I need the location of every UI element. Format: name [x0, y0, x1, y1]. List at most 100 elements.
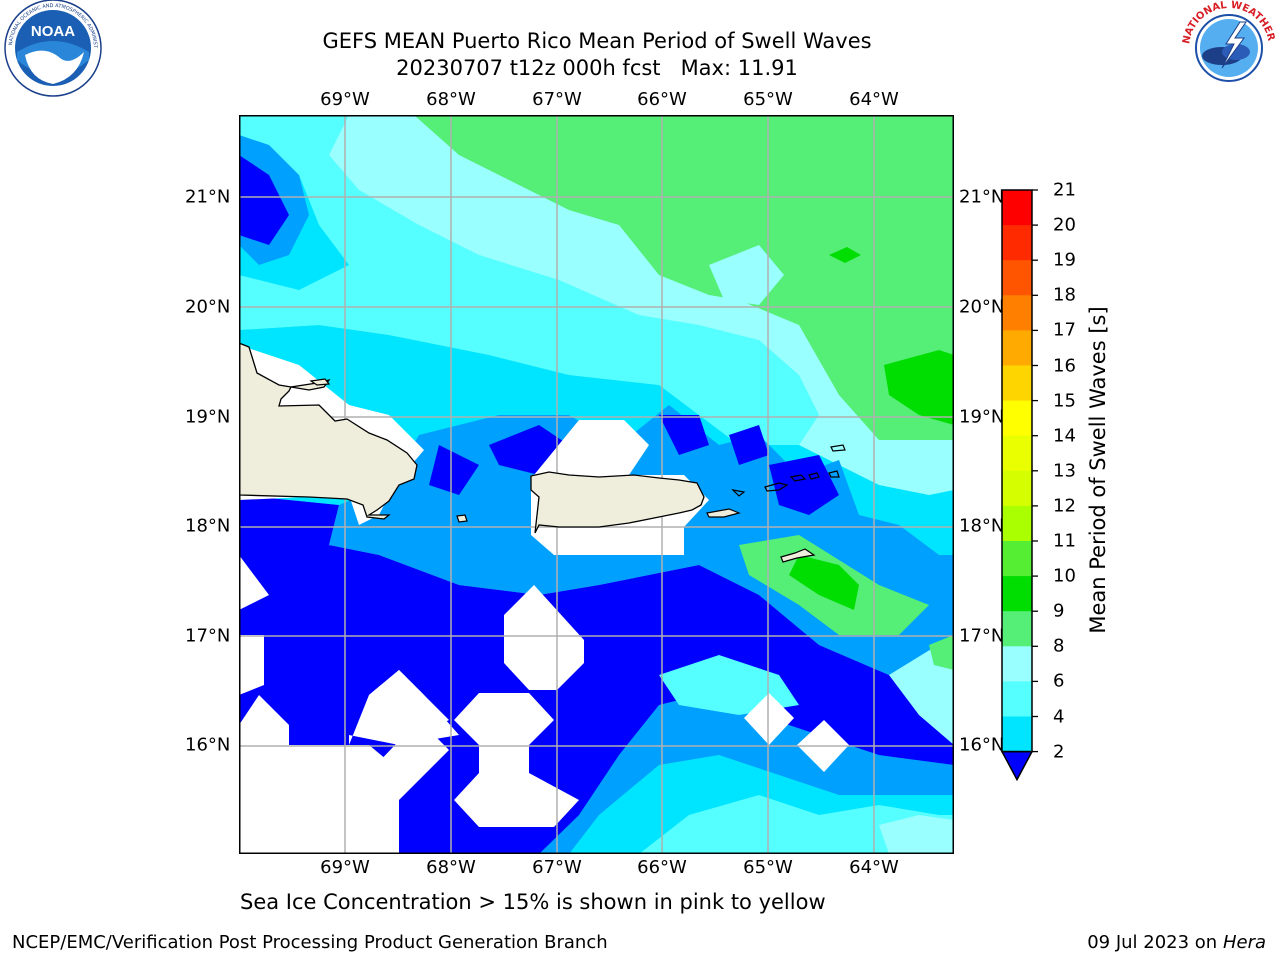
footer-host: Hera [1222, 932, 1266, 953]
colorbar-segment [1002, 225, 1032, 261]
nodata-c2 [371, 720, 449, 800]
colorbar-segment [1002, 400, 1032, 437]
colorbar-tick-label: 15 [1053, 390, 1076, 412]
field-9-10-east [929, 635, 954, 670]
field-0-2-east [769, 455, 839, 515]
colorbar-tick-label: 9 [1053, 600, 1065, 622]
field-8-9-patch [709, 245, 784, 305]
lat-label-right: 19°N [959, 406, 1005, 428]
colorbar-segment [1002, 576, 1032, 612]
colorbar-tick-label: 20 [1053, 214, 1076, 236]
lat-label-right: 18°N [959, 515, 1005, 537]
colorbar-tick-label: 19 [1053, 249, 1076, 271]
colorbar-segment [1002, 646, 1032, 682]
colorbar-tick-label: 14 [1053, 425, 1076, 447]
colorbar-title: Mean Period of Swell Waves [s] [1086, 306, 1110, 634]
land-st-croix [780, 548, 816, 563]
colorbar-tick-label: 13 [1053, 460, 1076, 482]
field-0-2-haiti [429, 445, 479, 495]
colorbar-segment [1002, 611, 1032, 647]
lon-label-top: 66°W [637, 89, 687, 110]
colorbar-segment [1002, 541, 1032, 577]
gridlines [239, 115, 954, 854]
field-6-8-south [639, 795, 954, 854]
nodata-sw4 [239, 745, 399, 854]
nodata-e1 [744, 693, 794, 745]
lon-label-bottom: 67°W [532, 857, 582, 878]
map-title-line1: GEFS MEAN Puerto Rico Mean Period of Swe… [322, 29, 872, 53]
colorbar-tick-label: 18 [1053, 284, 1076, 306]
colorbar [1000, 189, 1038, 782]
map-title-line2: 20230707 t12z 000h fcst Max: 11.91 [396, 56, 798, 80]
field-10-11-patch [884, 350, 954, 425]
lon-label-top: 69°W [320, 89, 370, 110]
field-0-2-northwest [239, 155, 289, 245]
lat-label-left: 17°N [185, 625, 231, 647]
land-vieques [706, 508, 741, 518]
land-puerto-rico [530, 471, 705, 534]
colorbar-segment [1002, 190, 1032, 226]
colorbar-tick-label: 12 [1053, 495, 1076, 517]
swell-period-map [239, 115, 954, 854]
lat-label-right: 20°N [959, 296, 1005, 318]
field-6-8-northwest [239, 115, 819, 445]
colorbar-segment [1002, 470, 1032, 507]
colorbar-tick-label: 8 [1053, 635, 1065, 657]
land-virgin-islands [731, 444, 846, 497]
colorbar-segment [1002, 295, 1032, 331]
lat-label-right: 16°N [959, 734, 1005, 756]
colorbar-segment [1002, 260, 1032, 296]
lon-label-top: 67°W [532, 89, 582, 110]
colorbar-tick-label: 6 [1053, 670, 1065, 692]
lon-label-bottom: 66°W [637, 857, 687, 878]
footer-date: 09 Jul 2023 on Hera [1087, 932, 1266, 953]
sea-ice-note: Sea Ice Concentration > 15% is shown in … [240, 890, 826, 914]
noaa-logo-text: NOAA [31, 23, 75, 40]
colorbar-tick-label: 16 [1053, 355, 1076, 376]
footer-date-text: 09 Jul 2023 on [1087, 932, 1223, 953]
lat-label-right: 17°N [959, 625, 1005, 647]
map-frame [239, 115, 954, 854]
field-10-11-dot [829, 247, 861, 263]
nodata-c4 [504, 585, 584, 690]
colorbar-segment [1002, 365, 1032, 402]
lat-label-left: 19°N [185, 406, 231, 428]
colorbar-segment [1002, 681, 1032, 717]
lon-label-bottom: 68°W [426, 857, 476, 878]
nodata-sw2 [239, 635, 264, 695]
colorbar-tick-label: 11 [1053, 530, 1076, 552]
lon-label-top: 64°W [849, 89, 899, 110]
colorbar-segment [1002, 505, 1032, 542]
colorbar-tick-label: 10 [1053, 565, 1076, 587]
land-hispaniola-island [309, 378, 331, 386]
colorbar-tick-label: 21 [1053, 179, 1076, 201]
lat-label-left: 21°N [185, 186, 231, 208]
lon-label-bottom: 65°W [743, 857, 793, 878]
nws-logo: NATIONAL WEATHER SERVICE [1178, 0, 1277, 95]
colorbar-segment [1002, 435, 1032, 472]
field-8-9-south [879, 815, 954, 854]
field-0-2-middle-b [659, 415, 709, 455]
lat-label-left: 16°N [185, 734, 231, 756]
lon-label-bottom: 64°W [849, 857, 899, 878]
lat-label-left: 18°N [185, 515, 231, 537]
lat-label-right: 21°N [959, 186, 1005, 208]
colorbar-tick-label: 4 [1053, 706, 1065, 727]
noaa-logo: NOAA NATIONAL OCEANIC AND ATMOSPHERIC AD… [0, 0, 102, 97]
field-10-11-south [789, 555, 859, 610]
nodata-c3 [454, 693, 579, 827]
nodata-sw1 [239, 555, 269, 610]
lon-label-top: 68°W [426, 89, 476, 110]
lon-label-bottom: 69°W [320, 857, 370, 878]
colorbar-segment [1002, 330, 1032, 366]
footer-credit: NCEP/EMC/Verification Post Processing Pr… [12, 932, 608, 953]
colorbar-tick-label: 2 [1053, 741, 1065, 763]
lon-label-top: 65°W [743, 89, 793, 110]
field-0-2-middle-c [729, 425, 769, 465]
nodata-sw3 [239, 695, 289, 745]
colorbar-tick-label: 17 [1053, 319, 1076, 341]
colorbar-extend-arrow [1000, 750, 1034, 782]
colorbar-segment [1002, 716, 1032, 753]
land-mona [456, 514, 468, 523]
nodata-pr-north [534, 420, 649, 475]
